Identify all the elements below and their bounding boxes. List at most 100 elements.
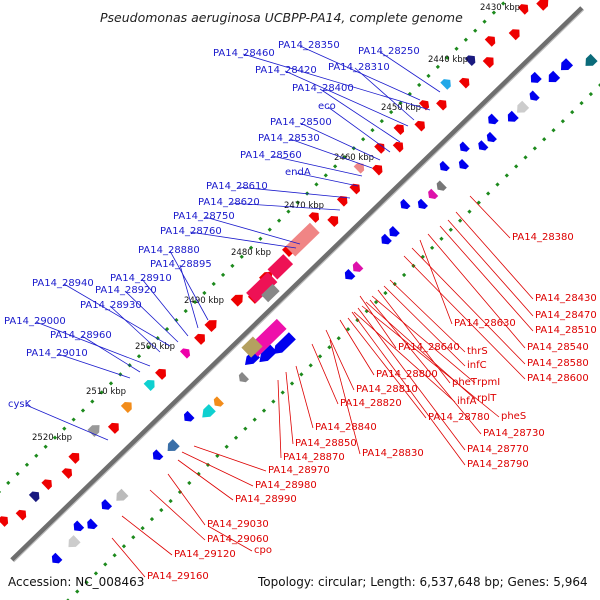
reverse-gene-36	[15, 509, 27, 521]
forward-gene-11	[458, 158, 470, 170]
forward-gene-18	[381, 233, 392, 245]
reverse-gene-30	[107, 422, 119, 434]
gene-label: PA14_28980	[255, 480, 317, 491]
gene-label: PA14_28830	[362, 448, 424, 459]
gene-leader-line	[111, 537, 146, 578]
gene-leader-line	[289, 138, 373, 169]
forward-gene-28	[167, 439, 180, 452]
forward-gene-34	[68, 535, 81, 548]
gene-label: PA14_28840	[315, 422, 377, 433]
gene-label: rplT	[477, 393, 497, 404]
gene-leader-line	[242, 53, 431, 111]
gene-leader-line	[109, 305, 161, 353]
gene-label: PA14_28400	[292, 83, 354, 94]
gene-leader-line	[189, 231, 297, 249]
gene-leader-line	[389, 279, 466, 353]
reverse-gene-7	[440, 79, 451, 90]
reverse-gene-32	[68, 452, 80, 464]
reverse-gene-19	[308, 212, 320, 223]
gene-leader-line	[285, 371, 294, 445]
forward-gene-4	[529, 90, 540, 101]
gene-label: PA14_29000	[4, 316, 66, 327]
gene-label: PA14_28920	[95, 285, 157, 296]
gene-leader-line	[383, 285, 466, 367]
gene-leader-line	[419, 239, 453, 325]
gene-label: PA14_28420	[255, 65, 317, 76]
gene-leader-line	[403, 255, 526, 380]
gene-leader-line	[351, 311, 466, 466]
forward-gene-8	[486, 131, 497, 143]
gene-leader-line	[379, 51, 441, 93]
gene-leader-line	[177, 459, 234, 501]
gene-leader-line	[361, 305, 500, 418]
reverse-gene-block-rose	[246, 272, 278, 303]
gene-label: PA14_28380	[512, 232, 574, 243]
reverse-gene-5	[464, 55, 476, 67]
gene-leader-line	[169, 250, 209, 321]
forward-gene-21	[273, 332, 296, 354]
gene-leader-line	[411, 247, 526, 365]
gene-leader-line	[354, 67, 415, 121]
gene-leader-line	[63, 283, 171, 347]
gene-leader-line	[325, 329, 355, 391]
reverse-gene-34	[41, 479, 52, 490]
gene-label: PA14_29120	[174, 549, 236, 560]
reverse-gene-3	[484, 36, 496, 47]
genome-summary-text: Topology: circular; Length: 6,537,648 bp…	[257, 575, 588, 589]
forward-gene-19	[352, 261, 364, 272]
gene-leader-line	[299, 45, 421, 101]
forward-gene-1	[560, 58, 574, 71]
gene-label: infC	[467, 360, 487, 371]
gene-label: PA14_28430	[535, 293, 597, 304]
gene-label: PA14_28790	[467, 459, 529, 470]
reverse-gene-27	[155, 368, 166, 380]
reverse-gene-29	[120, 402, 132, 414]
forward-gene-block-khaki	[241, 336, 263, 358]
gene-label: PA14_28820	[340, 398, 402, 409]
gene-label: PA14_28610	[206, 181, 268, 192]
gene-label: rpmI	[477, 377, 500, 388]
gene-leader-line	[311, 343, 339, 405]
gene-leader-line	[149, 489, 206, 541]
gene-label: PA14_28870	[283, 452, 345, 463]
forward-gene-0	[585, 53, 598, 66]
gene-leader-line	[179, 264, 199, 329]
forward-gene-13	[436, 180, 447, 191]
gene-label: ihfA	[457, 396, 477, 407]
genome-title: Pseudomonas aeruginosa UCBPP-PA14, compl…	[100, 10, 463, 25]
gene-label: PA14_28460	[213, 48, 275, 59]
gene-leader-line	[295, 172, 359, 187]
forward-gene-5	[517, 100, 530, 113]
forward-gene-2	[548, 70, 561, 83]
gene-leader-line	[359, 295, 397, 349]
forward-gene-12	[439, 160, 450, 172]
reverse-gene-16	[349, 183, 360, 195]
forward-gene-32	[87, 518, 98, 530]
gene-label: PA14_28470	[535, 310, 597, 321]
gene-leader-line	[439, 225, 534, 332]
forward-gene-20	[344, 269, 356, 280]
gene-label: PA14_29060	[207, 534, 269, 545]
forward-gene-27	[183, 410, 195, 422]
kbp-tick-label: 2480 kbp	[231, 248, 271, 258]
forward-gene-24	[238, 372, 249, 383]
reverse-gene-37	[0, 516, 9, 527]
gene-leader-line	[193, 445, 267, 472]
gene-label: endA	[285, 167, 311, 178]
forward-gene-26	[202, 404, 216, 418]
forward-gene-29	[152, 449, 164, 461]
kbp-tick-label: 2440 kbp	[428, 55, 468, 65]
gene-leader-line	[284, 70, 409, 127]
gene-label: PA14_28620	[198, 197, 260, 208]
kbp-tick-label: 2450 kbp	[381, 103, 421, 113]
forward-gene-35	[51, 552, 63, 564]
gene-label: PA14_28910	[110, 273, 172, 284]
gene-leader-line	[229, 202, 341, 211]
gene-leader-line	[237, 186, 351, 199]
gene-label: PA14_28630	[454, 318, 516, 329]
gene-label: PA14_28250	[358, 46, 420, 57]
gene-leader-line	[357, 307, 466, 451]
gene-leader-line	[427, 233, 526, 349]
forward-gene-17	[389, 225, 400, 237]
